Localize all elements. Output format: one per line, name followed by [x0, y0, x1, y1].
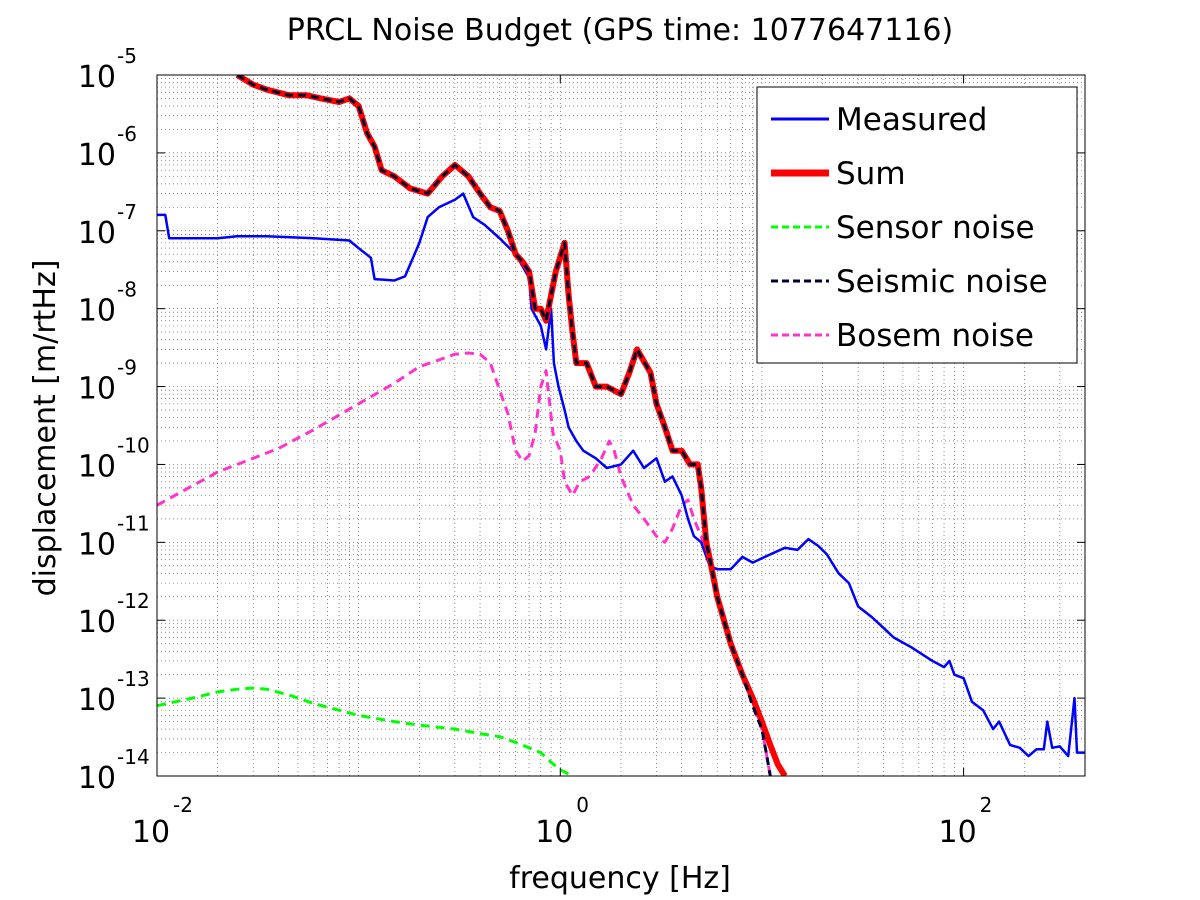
- legend-box: [756, 86, 1078, 364]
- legend-label-measured: Measured: [836, 102, 987, 138]
- legend-label-sum: Sum: [836, 156, 906, 192]
- axis-ticks: 10-210010210-510-610-710-810-910-1010-11…: [78, 44, 1085, 850]
- legend: Measured Sum Sensor noise Seismic noise Bose…: [756, 86, 1078, 364]
- series-measured: [157, 192, 1085, 758]
- y-tick-exponent: -7: [117, 200, 137, 224]
- y-tick-exponent: -6: [117, 122, 137, 146]
- series-sensor-noise: [157, 686, 574, 776]
- y-tick-exponent: -5: [117, 44, 137, 68]
- x-axis-label: frequency [Hz]: [509, 861, 731, 896]
- plot-frame: [156, 74, 1086, 777]
- series-layer: [157, 75, 1085, 776]
- legend-label-sensor-noise: Sensor noise: [836, 210, 1035, 246]
- y-tick-exponent: -11: [117, 511, 150, 535]
- y-tick-exponent: -12: [117, 589, 150, 613]
- y-tick-label: 10: [78, 216, 116, 251]
- y-tick-label: 10: [78, 683, 116, 718]
- series-sum: [235, 75, 788, 776]
- x-tick-label: 10: [535, 815, 573, 850]
- chart-title: PRCL Noise Budget (GPS time: 1077647116): [287, 13, 953, 48]
- x-tick-exponent: -2: [173, 793, 193, 817]
- x-tick-label: 10: [132, 815, 170, 850]
- y-tick-label: 10: [78, 60, 116, 95]
- y-tick-label: 10: [78, 605, 116, 640]
- y-tick-label: 10: [78, 138, 116, 173]
- x-tick-label: 10: [939, 815, 977, 850]
- y-tick-label: 10: [78, 761, 116, 796]
- y-tick-exponent: -14: [117, 745, 150, 769]
- series-seismic-noise: [236, 75, 772, 776]
- y-tick-label: 10: [78, 294, 116, 329]
- legend-label-bosem-noise: Bosem noise: [836, 318, 1034, 354]
- x-tick-exponent: 2: [980, 793, 993, 817]
- x-tick-exponent: 0: [576, 793, 589, 817]
- y-tick-label: 10: [78, 527, 116, 562]
- series-bosem-noise: [157, 351, 772, 776]
- y-tick-exponent: -13: [117, 667, 150, 691]
- y-axis-label: displacement [m/rtHz]: [28, 260, 63, 597]
- y-tick-label: 10: [78, 372, 116, 407]
- y-tick-label: 10: [78, 449, 116, 484]
- y-tick-exponent: -10: [117, 433, 150, 457]
- y-tick-exponent: -9: [117, 356, 137, 380]
- legend-label-seismic-noise: Seismic noise: [836, 264, 1048, 300]
- y-tick-exponent: -8: [117, 278, 137, 302]
